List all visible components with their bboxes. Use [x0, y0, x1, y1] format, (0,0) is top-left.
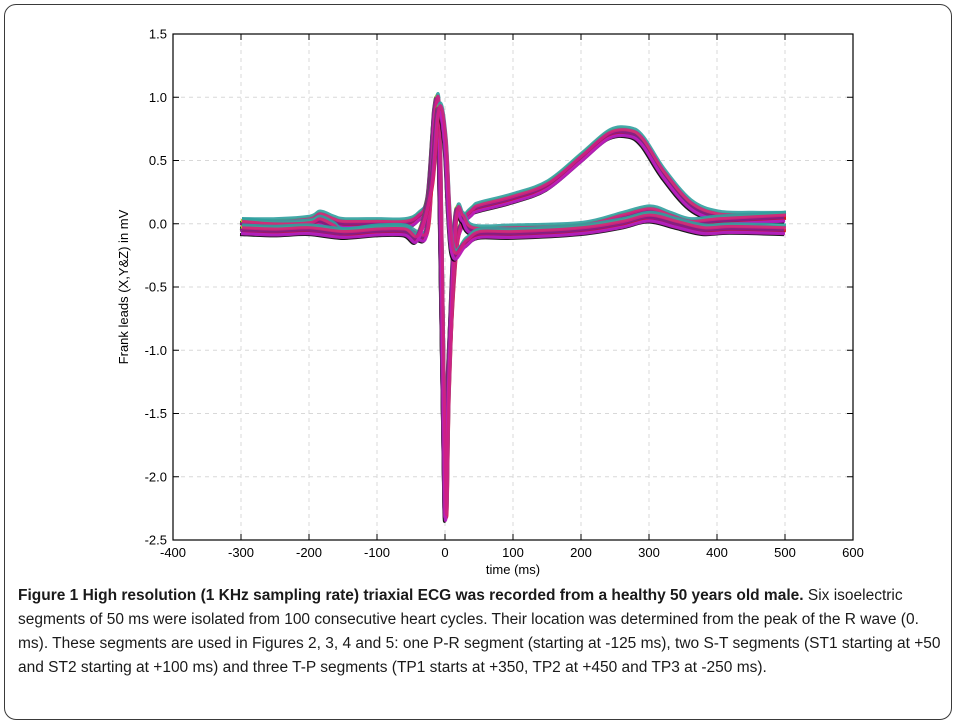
- y-tick-label: -2.0: [145, 469, 167, 484]
- y-tick-label: -2.5: [145, 533, 167, 548]
- figure-caption: Figure 1 High resolution (1 KHz sampling…: [18, 584, 943, 680]
- x-tick-label: 0: [441, 545, 448, 560]
- x-tick-label: -100: [364, 545, 390, 560]
- caption-title: Figure 1 High resolution (1 KHz sampling…: [18, 587, 804, 604]
- chart: -400 -300 -200 -100 0 100 200 300 400 500 600 -2.5 -…: [116, 27, 864, 578]
- figure-frame: [4, 4, 952, 720]
- y-tick-label: -0.5: [145, 280, 167, 295]
- y-tick-label: 1.5: [149, 27, 167, 42]
- x-tick-label: -400: [160, 545, 186, 560]
- x-axis-label: time (ms): [486, 562, 540, 577]
- x-tick-label: 500: [774, 545, 796, 560]
- x-tick-label: 400: [706, 545, 728, 560]
- y-tick-label: 0.0: [149, 216, 167, 231]
- trace-2-line: [240, 110, 786, 261]
- x-tick-label: -300: [228, 545, 254, 560]
- trace-2-line: [241, 104, 787, 255]
- y-axis-label: Frank leads (X,Y&Z) in mV: [116, 209, 131, 364]
- x-tick-label: 200: [570, 545, 592, 560]
- y-tick-label: 1.0: [149, 90, 167, 105]
- y-tick-label: 0.5: [149, 153, 167, 168]
- x-tick-label: 600: [842, 545, 864, 560]
- x-tick-label: 300: [638, 545, 660, 560]
- y-tick-label: -1.0: [145, 343, 167, 358]
- x-tick-label: 100: [502, 545, 524, 560]
- caption-body: Six isoelectric segments of 50 ms were i…: [18, 587, 941, 676]
- x-tick-label: -200: [296, 545, 322, 560]
- y-tick-label: -1.5: [145, 406, 167, 421]
